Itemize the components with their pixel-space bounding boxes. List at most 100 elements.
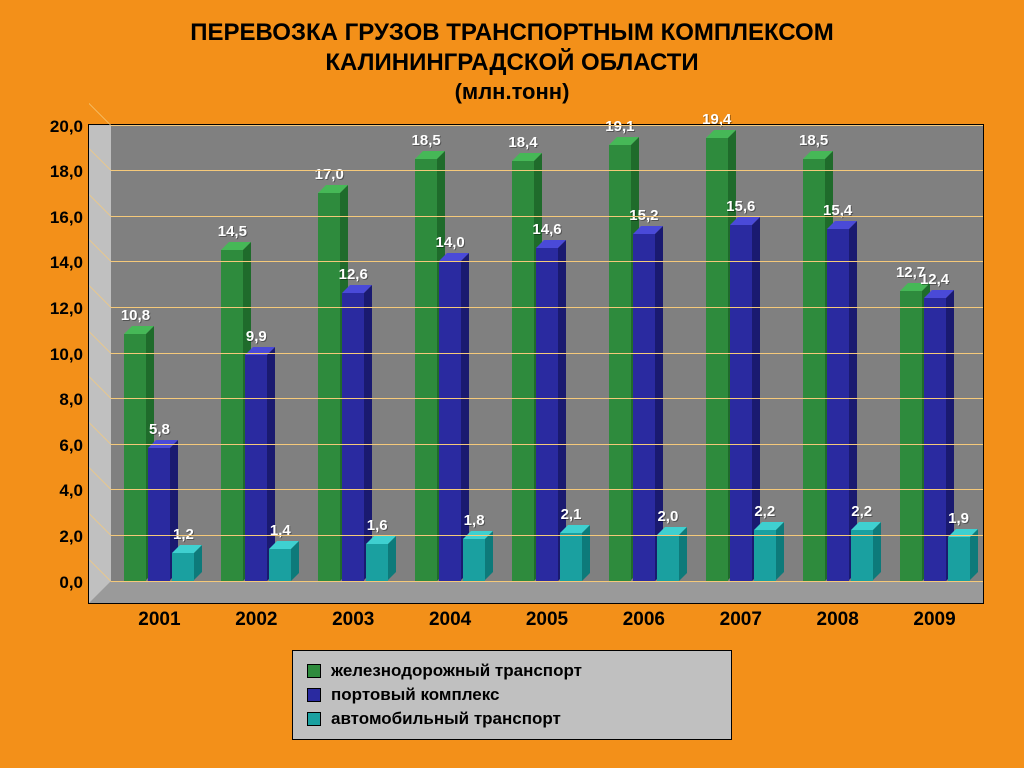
bar-front xyxy=(924,298,946,581)
bar-value-label: 2,0 xyxy=(657,508,678,525)
bar-value-label: 12,6 xyxy=(339,266,368,283)
bar-front xyxy=(342,293,364,580)
grid-line xyxy=(111,216,983,217)
bar: 2,1 xyxy=(560,533,582,581)
bar-side xyxy=(655,226,663,581)
bar-front xyxy=(415,159,437,581)
grid-line xyxy=(111,489,983,490)
title-line-3: (млн.тонн) xyxy=(40,78,984,106)
y-tick-label: 4,0 xyxy=(59,481,83,501)
y-tick-label: 6,0 xyxy=(59,436,83,456)
chart: 10,85,81,214,59,91,417,012,61,618,514,01… xyxy=(30,124,994,644)
bar-value-label: 2,1 xyxy=(561,506,582,523)
bar-front xyxy=(536,248,558,581)
bar-front xyxy=(221,250,243,581)
legend-item: автомобильный транспорт xyxy=(307,707,717,731)
title-line-1: ПЕРЕВОЗКА ГРУЗОВ ТРАНСПОРТНЫМ КОМПЛЕКСОМ xyxy=(40,18,984,48)
bar: 19,1 xyxy=(609,145,631,580)
bar-value-label: 12,4 xyxy=(920,271,949,288)
grid-line xyxy=(111,353,983,354)
bar-front xyxy=(633,234,655,581)
legend-swatch xyxy=(307,712,321,726)
bar-front xyxy=(439,261,461,580)
y-tick-label: 2,0 xyxy=(59,527,83,547)
bar: 2,0 xyxy=(657,535,679,581)
bar-value-label: 1,6 xyxy=(367,517,388,534)
bar-side xyxy=(873,522,881,580)
bar-front xyxy=(245,355,267,581)
bar: 18,4 xyxy=(512,161,534,581)
grid-line xyxy=(111,307,983,308)
bar: 10,8 xyxy=(124,334,146,580)
y-tick-label: 0,0 xyxy=(59,573,83,593)
bar-front xyxy=(657,535,679,581)
bar: 1,8 xyxy=(463,539,485,580)
grid-line xyxy=(111,535,983,536)
bar-side xyxy=(970,529,978,580)
grid-line xyxy=(111,581,983,582)
bar-side xyxy=(582,525,590,581)
bar-value-label: 17,0 xyxy=(315,166,344,183)
grid-line xyxy=(111,125,983,126)
grid-line xyxy=(111,398,983,399)
bar-value-label: 19,4 xyxy=(702,111,731,128)
bar: 18,5 xyxy=(803,159,825,581)
bar: 1,4 xyxy=(269,549,291,581)
legend-item: железнодорожный транспорт xyxy=(307,659,717,683)
bar: 12,7 xyxy=(900,291,922,581)
bar-value-label: 1,4 xyxy=(270,522,291,539)
bar-side xyxy=(388,536,396,580)
bar: 18,5 xyxy=(415,159,437,581)
bar-front xyxy=(148,448,170,580)
bar-side xyxy=(461,253,469,580)
y-tick-label: 12,0 xyxy=(50,299,83,319)
bar-front xyxy=(706,138,728,580)
bar: 2,2 xyxy=(754,530,776,580)
bar-front xyxy=(948,537,970,580)
bar-value-label: 14,5 xyxy=(218,223,247,240)
bar-front xyxy=(172,553,194,580)
bar-front xyxy=(851,530,873,580)
x-tick-label: 2003 xyxy=(332,609,374,631)
bar-front xyxy=(900,291,922,581)
legend-swatch xyxy=(307,664,321,678)
x-tick-label: 2007 xyxy=(720,609,762,631)
bar-value-label: 1,9 xyxy=(948,510,969,527)
bar-value-label: 15,4 xyxy=(823,202,852,219)
chart-floor xyxy=(89,581,983,603)
bar-front xyxy=(512,161,534,581)
legend-item: портовый комплекс xyxy=(307,683,717,707)
bar: 14,5 xyxy=(221,250,243,581)
bar-value-label: 14,0 xyxy=(436,234,465,251)
bar-value-label: 15,6 xyxy=(726,198,755,215)
bar: 19,4 xyxy=(706,138,728,580)
bar-front xyxy=(366,544,388,580)
bar-front xyxy=(609,145,631,580)
bar: 15,2 xyxy=(633,234,655,581)
x-tick-label: 2008 xyxy=(817,609,859,631)
bar-side xyxy=(364,285,372,580)
x-tick-label: 2002 xyxy=(235,609,277,631)
bar-value-label: 9,9 xyxy=(246,328,267,345)
grid-line xyxy=(111,170,983,171)
bar-front xyxy=(463,539,485,580)
bar-value-label: 14,6 xyxy=(532,221,561,238)
bar-value-label: 19,1 xyxy=(605,118,634,135)
legend-label: автомобильный транспорт xyxy=(331,709,561,729)
bar: 1,2 xyxy=(172,553,194,580)
bar-value-label: 10,8 xyxy=(121,307,150,324)
bar: 17,0 xyxy=(318,193,340,581)
bar-front xyxy=(803,159,825,581)
x-tick-label: 2005 xyxy=(526,609,568,631)
bar-value-label: 18,5 xyxy=(412,132,441,149)
bar-value-label: 18,4 xyxy=(508,134,537,151)
bar: 12,4 xyxy=(924,298,946,581)
bar: 12,6 xyxy=(342,293,364,580)
chart-title: ПЕРЕВОЗКА ГРУЗОВ ТРАНСПОРТНЫМ КОМПЛЕКСОМ… xyxy=(0,0,1024,114)
bar-front xyxy=(827,229,849,580)
bar-value-label: 2,2 xyxy=(754,503,775,520)
y-tick-label: 8,0 xyxy=(59,390,83,410)
legend-swatch xyxy=(307,688,321,702)
x-tick-label: 2009 xyxy=(913,609,955,631)
bar-side xyxy=(194,545,202,580)
